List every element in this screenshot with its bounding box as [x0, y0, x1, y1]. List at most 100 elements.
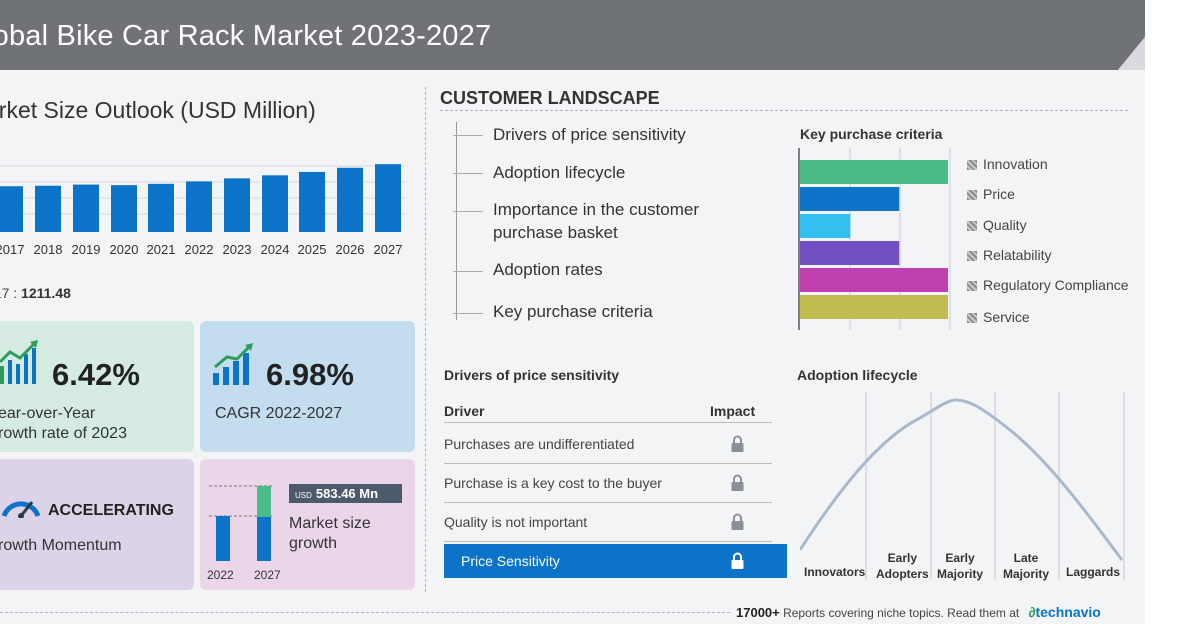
tick-label-2019: 2019 — [72, 242, 101, 257]
header-banner: lobal Bike Car Rack Market 2023-2027 — [0, 0, 1145, 70]
driver-label: Price Sensitivity — [461, 553, 560, 569]
bar-2027-growth — [257, 486, 271, 517]
footer-text: Reports covering niche topics. Read them… — [783, 606, 1020, 620]
yoy-label-line1: ear-over-Year — [0, 405, 96, 422]
bar-2021 — [148, 183, 174, 232]
bar-2027 — [375, 164, 401, 232]
yoy-label-line2: rowth rate of 2023 — [0, 425, 127, 442]
tick-label-2026: 2026 — [336, 242, 365, 257]
customer-landscape-title: CUSTOMER LANDSCAPE — [440, 88, 660, 108]
kpc-bar-service — [800, 295, 948, 319]
kpc-legend-item: Relatability — [967, 247, 1051, 263]
tick-label-2022: 2022 — [185, 242, 214, 257]
momentum-status: ACCELERATING — [48, 502, 174, 519]
kpc-legend-item: Regulatory Compliance — [967, 277, 1129, 293]
cagr-value: 6.98% — [266, 357, 354, 392]
bar-2017 — [0, 186, 23, 232]
market-growth-badge: USD 583.46 Mn — [289, 484, 402, 503]
bottom-divider — [0, 612, 730, 613]
base-year-value: 017 : 1211.48 — [0, 285, 71, 301]
legend-swatch-icon — [967, 251, 977, 261]
base-year-label: 017 : — [0, 285, 18, 301]
tick-label-2025: 2025 — [298, 242, 327, 257]
market-growth-line1: Market size — [289, 515, 371, 532]
bar-2018 — [35, 185, 61, 232]
tick-label-2020: 2020 — [110, 242, 139, 257]
market-size-bar-chart: 2017 2018 2019 2020 2021 2022 2023 2024 2025 2026… — [0, 164, 405, 257]
technavio-logo-icon: ∂ — [1028, 604, 1036, 620]
footer: 17000+ Reports covering niche topics. Re… — [736, 604, 1101, 620]
kpc-bar-innovation — [800, 160, 948, 184]
stage-early-majority: Early Majority — [937, 551, 984, 581]
kpc-bar-relatability — [800, 241, 900, 265]
driver-label: Quality is not important — [444, 514, 588, 530]
landscape-tick — [453, 173, 483, 174]
cagr-card — [200, 321, 415, 452]
driver-label: Purchase is a key cost to the buyer — [444, 475, 662, 491]
bar-2022 — [216, 516, 230, 561]
legend-swatch-icon — [967, 281, 977, 291]
kpc-bar-chart — [798, 148, 951, 330]
landscape-item: Drivers of price sensitivity — [493, 125, 686, 144]
kpc-legend-item: Quality — [967, 217, 1027, 233]
driver-label: Purchases are undifferentiated — [444, 436, 635, 452]
market-growth-mini-chart — [209, 485, 273, 561]
mini-year-start: 2022 — [207, 568, 234, 582]
adoption-title: Adoption lifecycle — [797, 367, 918, 383]
vertical-divider — [425, 87, 426, 592]
tick-label-2027: 2027 — [374, 242, 403, 257]
lock-icon — [731, 552, 744, 569]
kpc-bar-price — [800, 187, 900, 211]
bar-2024 — [262, 175, 288, 232]
legend-swatch-icon — [967, 160, 977, 170]
landscape-tick — [453, 135, 483, 136]
bar-2022 — [186, 181, 212, 232]
landscape-item: Key purchase criteria — [493, 302, 653, 321]
badge-value: 583.46 Mn — [315, 486, 379, 501]
base-year-number: 1211.48 — [21, 285, 71, 301]
market-growth-label: Market size growth — [289, 514, 371, 554]
legend-swatch-icon — [967, 190, 977, 200]
cagr-chart-icon — [213, 343, 253, 385]
kpc-title: Key purchase criteria — [800, 126, 943, 142]
drivers-title: Drivers of price sensitivity — [444, 367, 620, 383]
table-row: Quality is not important — [444, 503, 772, 542]
market-size-title: arket Size Outlook (USD Million) — [0, 97, 316, 123]
table-row: Purchase is a key cost to the buyer — [444, 464, 772, 503]
table-row: Purchases are undifferentiated — [444, 425, 772, 464]
kpc-legend-item: Price — [967, 186, 1015, 202]
driver-column-header: Driver — [444, 403, 485, 419]
bar-2027-base — [257, 517, 271, 561]
landscape-tick — [453, 211, 483, 212]
lock-icon — [731, 513, 744, 530]
adoption-curve — [800, 392, 1125, 580]
bar-2025 — [299, 171, 325, 232]
tick-label-2023: 2023 — [223, 242, 252, 257]
tick-label-2021: 2021 — [147, 242, 176, 257]
growth-chart-icon — [0, 340, 38, 384]
momentum-label: rowth Momentum — [0, 537, 122, 554]
impact-column-header: Impact — [710, 403, 756, 419]
right-margin — [1145, 0, 1189, 624]
stage-laggards: Laggards — [1066, 565, 1121, 579]
kpc-bar-quality — [800, 214, 851, 238]
market-growth-line2: growth — [289, 535, 338, 552]
badge-currency: USD — [295, 491, 312, 500]
stage-innovators: Innovators — [804, 565, 866, 579]
footer-count: 17000+ — [736, 605, 780, 620]
stage-early-adopters: Early Adopters — [876, 551, 929, 581]
tick-label-2017: 2017 — [0, 242, 24, 257]
landscape-item: Importance in the customer — [493, 200, 699, 219]
infographic: lobal Bike Car Rack Market 2023-2027 ark… — [0, 0, 1145, 624]
stage-late-majority: Late Majority — [1003, 551, 1050, 581]
page-title: lobal Bike Car Rack Market 2023-2027 — [0, 20, 492, 52]
bar-2020 — [111, 185, 137, 232]
legend-swatch-icon — [967, 313, 977, 323]
bar-2026 — [337, 167, 363, 232]
cagr-label: CAGR 2022-2027 — [215, 405, 343, 422]
landscape-item: Adoption rates — [493, 260, 603, 279]
header-background — [0, 0, 1145, 70]
bar-2023 — [224, 178, 250, 232]
technavio-logo[interactable]: ∂technavio — [1028, 604, 1101, 620]
lock-icon — [731, 474, 744, 491]
